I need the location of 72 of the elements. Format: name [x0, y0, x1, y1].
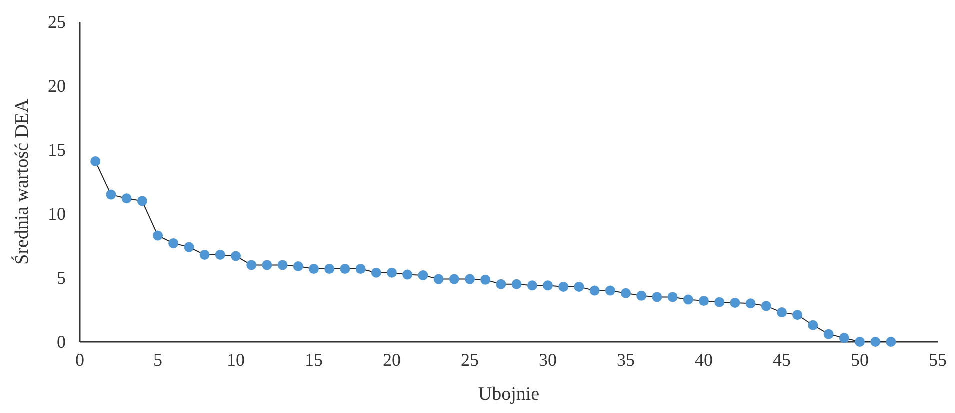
point [106, 190, 116, 200]
point [855, 337, 865, 347]
point [870, 337, 881, 347]
point [605, 286, 616, 296]
point [792, 310, 803, 320]
point [543, 280, 553, 291]
point [683, 294, 694, 305]
point [527, 280, 538, 291]
y-tick-label: 15 [48, 140, 66, 160]
point [168, 238, 179, 248]
point [371, 268, 382, 278]
point [418, 270, 428, 280]
point [231, 251, 241, 262]
x-tick-label: 40 [695, 350, 713, 370]
point [200, 250, 210, 260]
x-tick-label: 50 [851, 350, 869, 370]
point [340, 264, 350, 274]
point [886, 337, 896, 347]
point [621, 288, 631, 298]
point [324, 264, 335, 274]
point [699, 296, 709, 306]
point [480, 274, 491, 285]
point [262, 260, 272, 270]
point [808, 320, 818, 330]
point [293, 261, 304, 272]
point [246, 260, 257, 270]
y-tick-label: 25 [48, 12, 66, 32]
point [839, 333, 850, 344]
point [558, 282, 569, 292]
x-tick-label: 35 [617, 350, 635, 370]
point [465, 274, 475, 284]
point [356, 264, 366, 274]
y-tick-label: 5 [57, 268, 66, 288]
point [153, 230, 163, 241]
x-axis-title: Ubojnie [478, 384, 540, 405]
point [824, 329, 834, 340]
point [90, 156, 101, 167]
x-tick-label: 10 [227, 350, 245, 370]
point [574, 282, 584, 292]
y-tick-label: 20 [48, 76, 66, 96]
point [496, 279, 506, 290]
point [387, 268, 397, 278]
point [122, 194, 132, 204]
x-tick-label: 0 [76, 350, 84, 370]
point [184, 242, 194, 252]
y-axis-title: Średnia wartość DEA [11, 98, 33, 265]
point [636, 290, 647, 301]
x-tick-label: 15 [305, 350, 323, 370]
point [652, 292, 662, 302]
x-tick-label: 5 [154, 350, 162, 370]
point [777, 308, 787, 318]
point [512, 279, 522, 290]
x-tick-label: 20 [383, 350, 401, 370]
point [714, 297, 725, 308]
point [761, 301, 772, 312]
y-tick-label: 0 [57, 332, 66, 352]
point [215, 250, 226, 260]
y-tick-label: 10 [48, 204, 66, 224]
point [590, 286, 600, 296]
point [449, 274, 460, 284]
x-tick-label: 30 [539, 350, 557, 370]
point [278, 260, 288, 270]
point [746, 298, 756, 309]
point [137, 196, 148, 206]
point [730, 298, 740, 308]
x-tick-label: 25 [461, 350, 479, 370]
point [402, 270, 413, 280]
x-tick-label: 45 [773, 350, 791, 370]
x-tick-label: 55 [929, 350, 947, 370]
point [434, 274, 444, 284]
point [668, 292, 678, 302]
point [309, 264, 319, 274]
